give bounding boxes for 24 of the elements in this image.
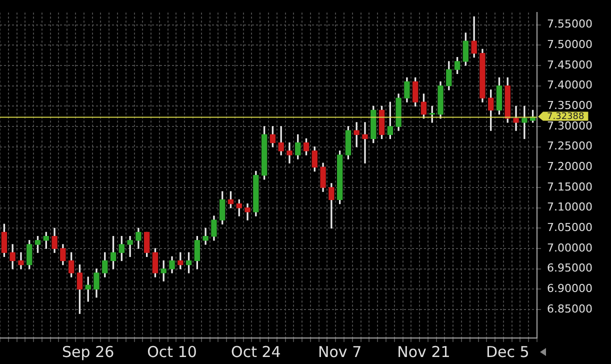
y-tick-label: 7.05000 — [547, 221, 592, 234]
y-tick-label: 6.85000 — [547, 302, 592, 316]
y-tick-label: 7.25000 — [547, 140, 592, 153]
x-tick-label: Oct 24 — [231, 342, 281, 361]
candlestick — [362, 122, 368, 164]
y-tick-label: 7.35000 — [547, 99, 592, 112]
x-tick-label: Nov 21 — [397, 342, 450, 361]
x-tick-label: Dec 5 — [486, 342, 530, 361]
candlestick — [513, 106, 519, 131]
y-tick-label: 6.90000 — [547, 282, 592, 296]
y-tick-label: 7.00000 — [547, 241, 592, 254]
y-tick-label: 7.40000 — [547, 78, 592, 92]
y-tick-label: 7.50000 — [547, 38, 592, 51]
x-tick-label: Sep 26 — [62, 342, 114, 361]
x-tick-label: Nov 7 — [318, 342, 362, 361]
candlestick — [286, 142, 292, 164]
y-tick-label: 7.45000 — [547, 58, 592, 72]
y-tick-label: 7.20000 — [547, 160, 592, 174]
y-tick-label: 6.95000 — [547, 262, 592, 275]
x-tick-label: Oct 10 — [147, 342, 197, 361]
y-tick-label: 7.10000 — [547, 200, 592, 214]
candlestick — [127, 236, 133, 257]
y-tick-label: 7.15000 — [547, 180, 592, 194]
y-tick-label: 7.55000 — [547, 18, 592, 31]
